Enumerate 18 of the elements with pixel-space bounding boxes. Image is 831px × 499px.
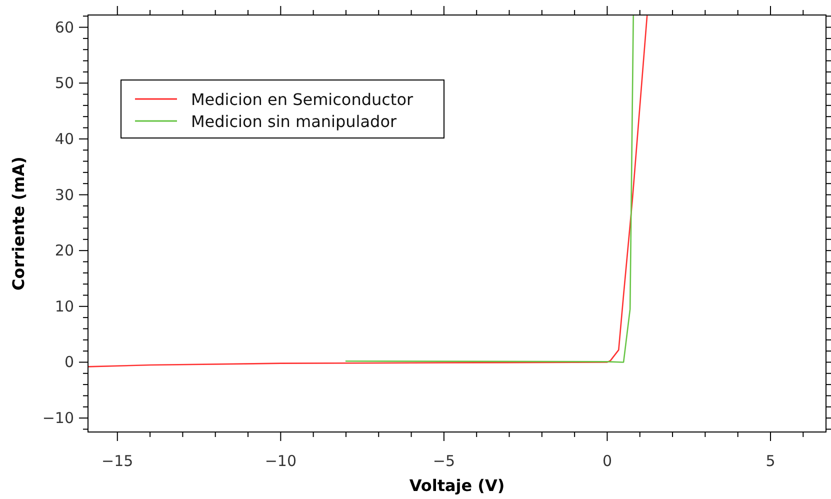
y-tick-label: 20 (54, 242, 74, 260)
y-tick-label: 0 (64, 353, 74, 372)
legend-label: Medicion sin manipulador (191, 112, 397, 131)
x-tick-label: −10 (264, 452, 296, 470)
x-axis-title: Voltaje (V) (409, 476, 505, 495)
y-tick-label: 60 (54, 18, 74, 36)
x-tick-label: −15 (102, 452, 134, 470)
y-tick-label: 50 (54, 74, 74, 92)
x-tick-label: −5 (432, 452, 455, 470)
x-tick-label: 0 (602, 452, 612, 470)
y-tick-label: 40 (54, 130, 74, 148)
y-tick-label: 30 (54, 186, 74, 204)
y-axis-title: Corriente (mA) (9, 156, 28, 290)
x-tick-label: 5 (766, 452, 776, 470)
y-tick-label: −10 (42, 409, 74, 428)
y-tick-label: 10 (54, 297, 74, 316)
line-series (88, 15, 648, 368)
legend-label: Medicion en Semiconductor (191, 90, 414, 109)
